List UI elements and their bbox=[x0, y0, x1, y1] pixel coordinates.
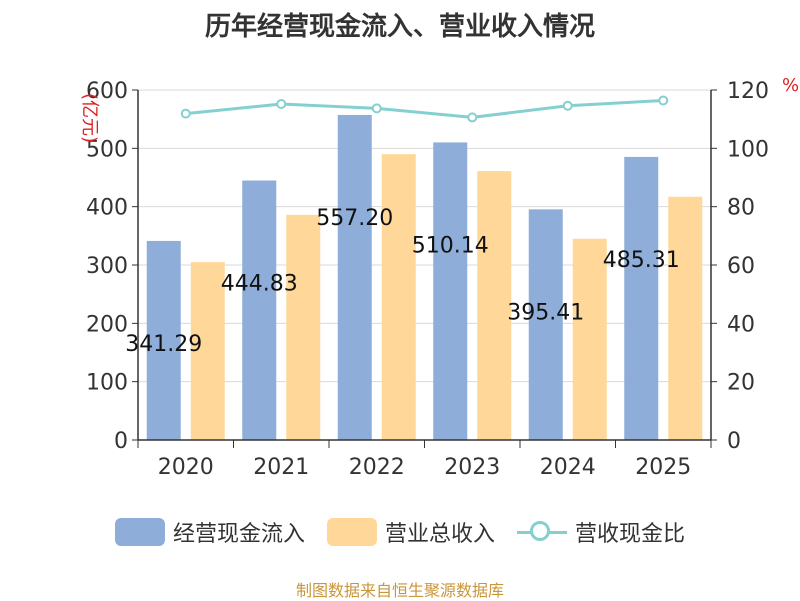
right-axis-tick-label: 120 bbox=[727, 79, 769, 104]
bar-cash-inflow bbox=[146, 240, 181, 440]
bar-revenue bbox=[190, 262, 225, 440]
legend-item-cash[interactable]: 经营现金流入 bbox=[114, 516, 305, 548]
chart-legend: 经营现金流入 营业总收入 营收现金比 bbox=[0, 516, 800, 548]
bar-cash-inflow bbox=[624, 156, 659, 440]
data-label-cash-inflow: 341.29 bbox=[125, 332, 202, 357]
point-ratio bbox=[276, 99, 287, 109]
point-ratio bbox=[658, 95, 669, 106]
left-axis-tick-label: 200 bbox=[86, 312, 128, 337]
left-axis-tick-label: 600 bbox=[86, 79, 128, 104]
data-label-cash-inflow: 510.14 bbox=[412, 233, 489, 258]
point-ratio bbox=[180, 108, 191, 119]
chart-title: 历年经营现金流入、营业收入情况 bbox=[204, 12, 595, 42]
bar-revenue bbox=[572, 238, 607, 440]
legend-item-ratio[interactable]: 营收现金比 bbox=[517, 516, 685, 548]
point-ratio bbox=[371, 103, 382, 114]
left-axis-unit: (亿元) bbox=[79, 93, 100, 143]
point-ratio bbox=[467, 112, 478, 123]
x-axis-tick-label: 2020 bbox=[158, 455, 214, 480]
bar-cash-inflow bbox=[242, 180, 277, 440]
data-label-cash-inflow: 485.31 bbox=[603, 248, 680, 273]
left-axis-tick-label: 400 bbox=[86, 196, 128, 221]
line-ratio bbox=[185, 99, 664, 119]
x-axis-tick-label: 2025 bbox=[635, 455, 691, 480]
left-axis-tick-label: 300 bbox=[86, 254, 128, 279]
right-axis-tick-label: 100 bbox=[727, 137, 769, 162]
legend-item-revenue[interactable]: 营业总收入 bbox=[326, 516, 495, 548]
x-axis-tick-label: 2023 bbox=[444, 455, 500, 480]
bar-revenue bbox=[477, 171, 512, 441]
legend-swatch-cash bbox=[114, 518, 165, 546]
right-axis-tick-label: 0 bbox=[727, 429, 741, 454]
left-axis-tick-label: 100 bbox=[86, 371, 128, 396]
right-axis-tick-label: 80 bbox=[727, 196, 755, 221]
x-axis-tick-label: 2021 bbox=[253, 455, 309, 480]
bar-revenue bbox=[286, 214, 321, 440]
bar-revenue bbox=[381, 154, 416, 440]
legend-label-ratio: 营收现金比 bbox=[575, 522, 686, 547]
data-label-cash-inflow: 395.41 bbox=[507, 300, 584, 325]
bar-cash-inflow bbox=[337, 114, 372, 440]
data-label-cash-inflow: 444.83 bbox=[221, 272, 298, 297]
right-axis-tick-label: 60 bbox=[727, 254, 755, 279]
source-note: 制图数据来自恒生聚源数据库 bbox=[295, 581, 504, 600]
x-axis-tick-label: 2024 bbox=[540, 455, 596, 480]
left-axis-tick-label: 500 bbox=[86, 137, 128, 162]
bar-cash-inflow bbox=[433, 142, 468, 440]
data-label-cash-inflow: 557.20 bbox=[316, 206, 393, 231]
point-ratio bbox=[562, 100, 573, 111]
left-axis-tick-label: 0 bbox=[114, 429, 128, 454]
right-axis-tick-label: 40 bbox=[727, 312, 755, 337]
bar-cash-inflow bbox=[528, 209, 563, 440]
legend-label-revenue: 营业总收入 bbox=[384, 522, 495, 547]
x-axis-tick-label: 2022 bbox=[349, 455, 405, 480]
right-axis-tick-label: 20 bbox=[727, 371, 755, 396]
legend-swatch-ratio bbox=[517, 518, 567, 546]
legend-label-cash: 经营现金流入 bbox=[172, 522, 305, 547]
legend-swatch-revenue bbox=[326, 518, 377, 546]
bar-revenue bbox=[668, 196, 703, 440]
right-axis-unit: % bbox=[782, 75, 799, 96]
